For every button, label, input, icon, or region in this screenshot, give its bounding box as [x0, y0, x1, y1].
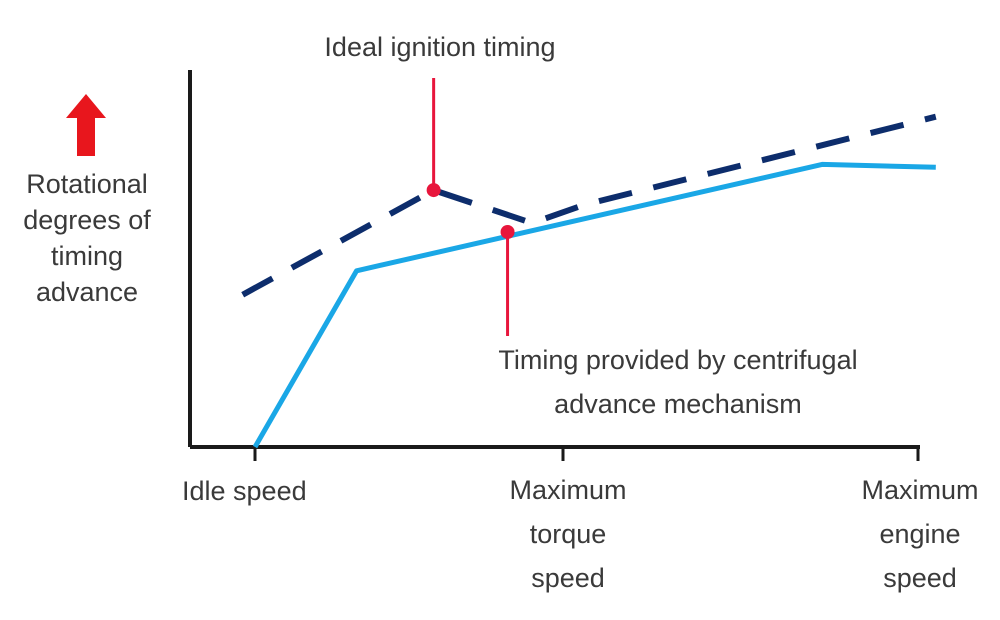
marker-point-ideal — [426, 183, 441, 198]
series-layer — [241, 113, 937, 449]
x-tick-label-line: Maximum — [861, 475, 979, 505]
axes — [188, 70, 920, 461]
x-tick-label-idle: Idle speed — [182, 474, 332, 508]
y-axis-label-line: timing — [50, 241, 124, 271]
x-tick-label-max-torque: Maximum torque speed — [488, 468, 648, 600]
series-line-centrifugal-timing — [252, 161, 936, 449]
y-axis-label-line: degrees of — [23, 205, 151, 235]
annotation-ideal-timing: Ideal ignition timing — [290, 30, 590, 64]
annotation-centrifugal-timing: Timing provided by centrifugal advance m… — [458, 338, 898, 426]
annotation-markers — [426, 78, 515, 336]
x-tick-label-line: engine — [879, 519, 961, 549]
x-tick-label-line: speed — [531, 563, 605, 593]
x-tick-label-line: torque — [529, 519, 607, 549]
x-tick-label-line: Idle speed — [182, 476, 307, 506]
y-axis-label: Rotational degrees of timing advance — [2, 166, 172, 310]
x-tick-label-max-engine: Maximum engine speed — [840, 468, 1000, 600]
series-line-ideal-timing — [241, 113, 937, 298]
x-tick-label-line: speed — [883, 563, 957, 593]
marker-point-centrifugal — [500, 224, 515, 239]
annotation-line: Ideal ignition timing — [324, 32, 556, 62]
y-axis-label-line: advance — [35, 277, 139, 307]
x-tick-label-line: Maximum — [509, 475, 627, 505]
up-arrow-icon — [66, 94, 106, 156]
annotation-line: Timing provided by centrifugal — [498, 345, 858, 375]
annotation-line: advance mechanism — [554, 389, 802, 419]
y-axis-label-line: Rotational — [26, 169, 148, 199]
